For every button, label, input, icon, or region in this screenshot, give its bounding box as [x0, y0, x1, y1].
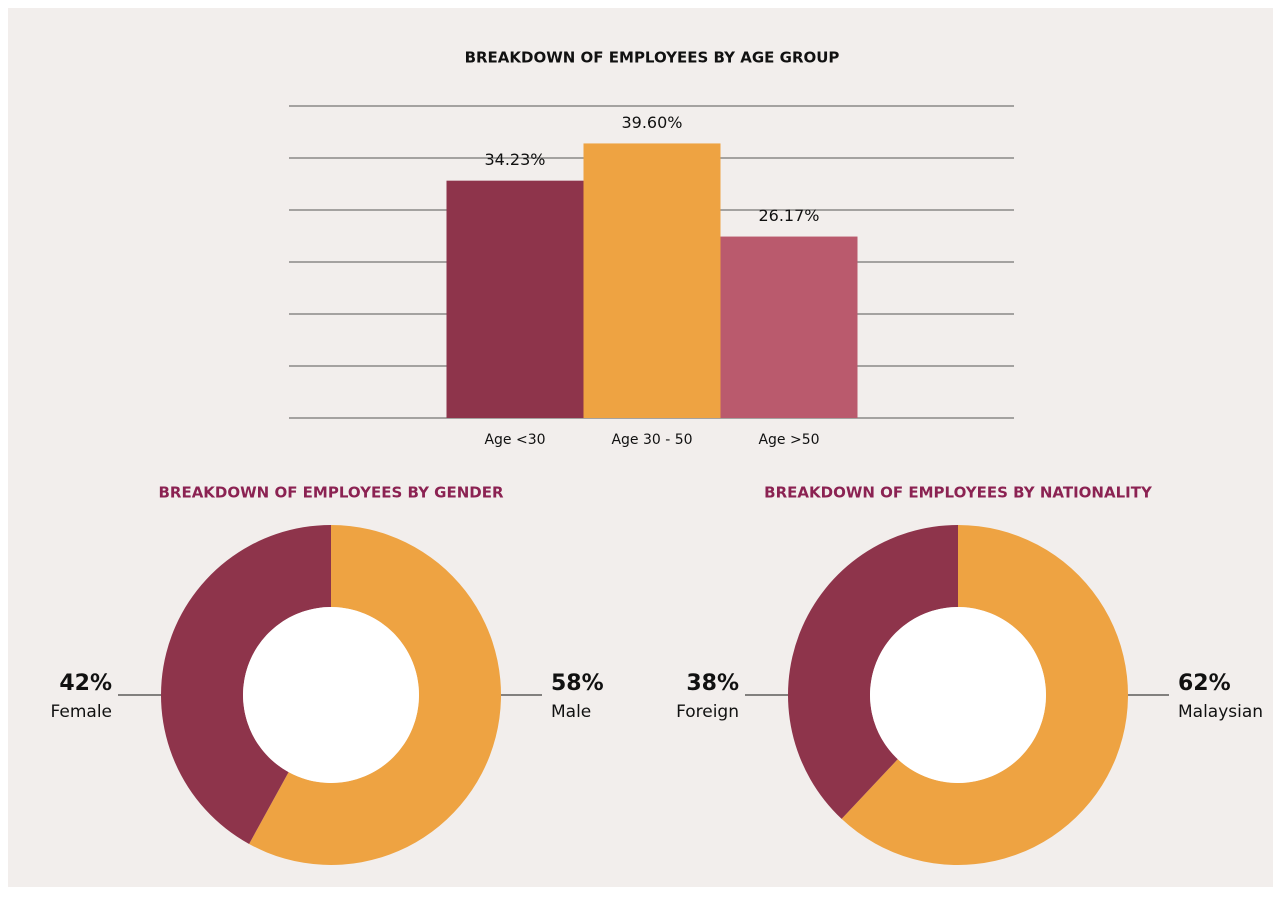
donut-slice — [788, 525, 958, 819]
bar — [446, 180, 584, 418]
bar — [720, 236, 858, 418]
data-label: 26.17% — [758, 206, 819, 225]
chart-title: BREAKDOWN OF EMPLOYEES BY GENDER — [158, 484, 504, 502]
x-tick-label: Age <30 — [484, 432, 545, 448]
x-tick-label: Age 30 - 50 — [611, 432, 692, 448]
data-label: 34.23% — [484, 150, 545, 169]
slice-name: Malaysian — [1178, 702, 1263, 722]
slice-value: 38% — [686, 671, 739, 696]
data-label: 39.60% — [621, 113, 682, 132]
slice-value: 58% — [551, 671, 604, 696]
x-tick-label: Age >50 — [758, 432, 819, 448]
donut-hole — [870, 607, 1046, 783]
donut-slice — [841, 525, 1128, 866]
donut-hole — [243, 607, 419, 783]
chart-title: BREAKDOWN OF EMPLOYEES BY AGE GROUP — [465, 49, 840, 67]
slice-value: 42% — [59, 671, 112, 696]
slice-name: Foreign — [676, 702, 739, 722]
chart-title: BREAKDOWN OF EMPLOYEES BY NATIONALITY — [764, 484, 1153, 502]
slice-name: Female — [51, 702, 112, 722]
bar — [583, 143, 721, 418]
slice-name: Male — [551, 702, 591, 722]
donut-slice — [161, 525, 331, 844]
donut-slice — [249, 525, 502, 865]
slice-value: 62% — [1178, 671, 1231, 696]
